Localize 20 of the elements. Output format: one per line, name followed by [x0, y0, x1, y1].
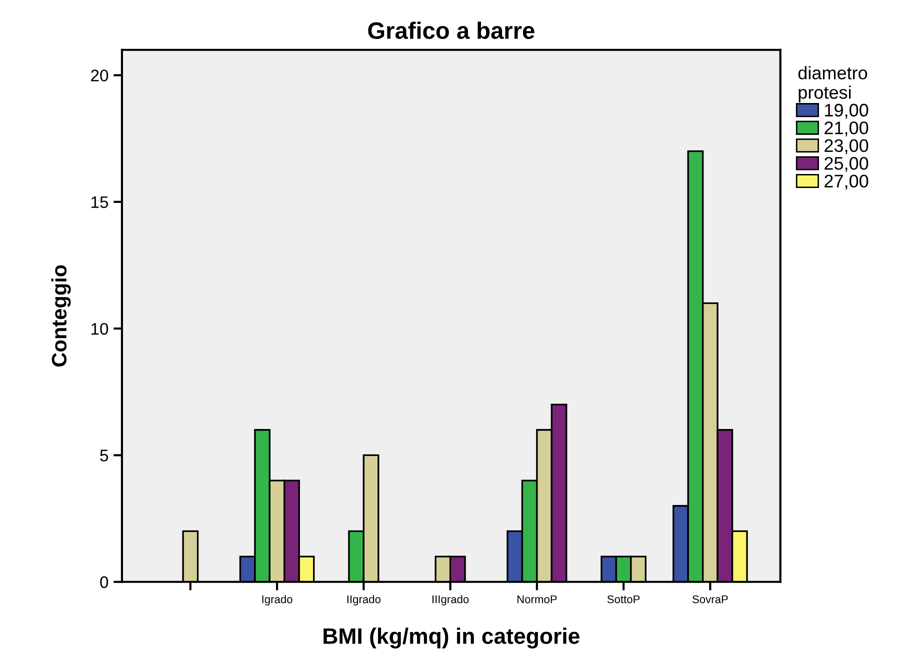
y-tick-label: 5 [100, 450, 108, 462]
x-tick-label: IIIgrado [432, 595, 469, 606]
legend-label: 27,00 [824, 174, 868, 190]
x-tick-label: SottoP [607, 595, 640, 604]
y-tick-label: 0 [100, 576, 108, 588]
legend-label: 25,00 [824, 156, 868, 172]
chart-title: Grafico a barre [368, 22, 534, 39]
legend-label: 23,00 [824, 139, 868, 154]
y-tick-label: 15 [92, 196, 108, 208]
y-axis-title: Conteggio [51, 265, 71, 367]
x-axis-title: BMI (kg/mq) in categorie [324, 628, 580, 648]
legend-label: 19,00 [825, 104, 868, 119]
x-tick-label: IIgrado [347, 595, 380, 606]
legend-label: 21,00 [824, 122, 868, 136]
legend-title: diametro protesi [798, 66, 868, 102]
y-tick-label: 10 [92, 322, 108, 335]
x-tick-label: NormoP [517, 595, 557, 604]
y-tick-label: 20 [91, 70, 108, 82]
x-tick-label: Igrado [262, 595, 292, 606]
x-tick-label: SovraP [692, 595, 728, 604]
